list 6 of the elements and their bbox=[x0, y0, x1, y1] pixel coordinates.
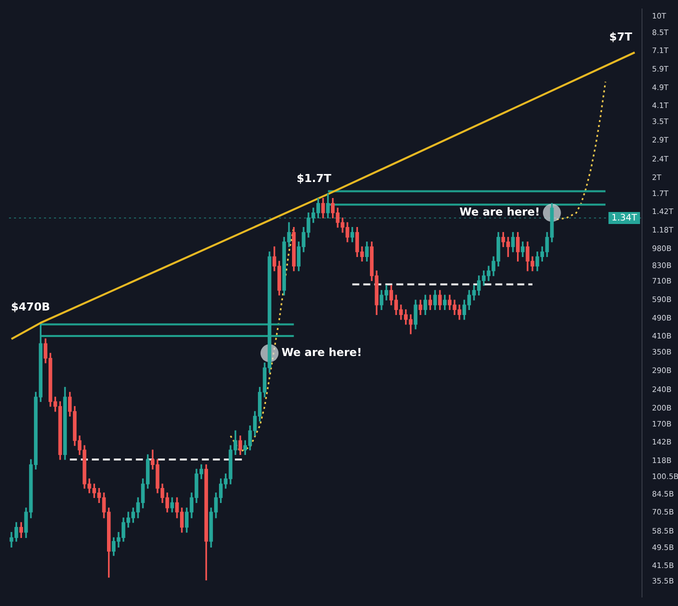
data-label: $470B bbox=[11, 300, 50, 314]
data-label: We are here! bbox=[282, 346, 362, 360]
data-label: $1.7T bbox=[296, 172, 332, 185]
data-label: We are here! bbox=[460, 206, 540, 219]
data-label: $7T bbox=[609, 30, 633, 44]
ref-line-label: 1.34T bbox=[611, 213, 638, 224]
